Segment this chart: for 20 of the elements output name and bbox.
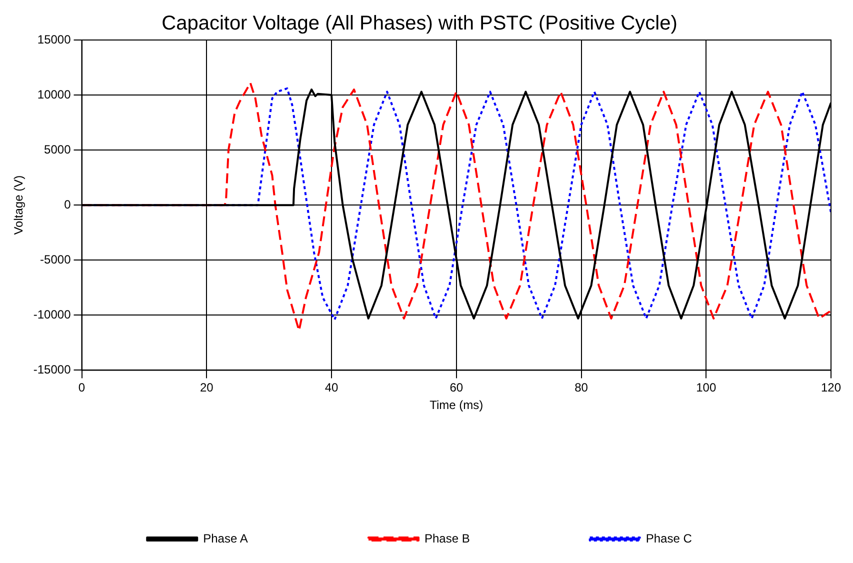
x-tick-label: 100 — [696, 380, 716, 395]
y-tick-label: -10000 — [33, 307, 72, 322]
x-tick-label: 60 — [450, 380, 464, 395]
x-tick-label: 20 — [200, 380, 214, 395]
x-tick-label: 80 — [574, 380, 588, 395]
y-tick-label: 10000 — [37, 87, 72, 102]
y-tick-label: -15000 — [33, 362, 72, 377]
y-tick-label: -5000 — [40, 252, 72, 266]
x-tick-label: 120 — [820, 380, 842, 395]
y-axis-title: Voltage (V) — [12, 175, 26, 235]
legend-label: Phase C — [646, 531, 692, 546]
y-tick-label: 5000 — [44, 142, 72, 156]
chart-title: Capacitor Voltage (All Phases) with PSTC (Positive Cycle) — [162, 12, 678, 35]
legend-label: Phase B — [424, 531, 470, 546]
y-tick-label: 15000 — [37, 32, 72, 46]
x-tick-label: 0 — [78, 380, 86, 395]
x-tick-label: 40 — [324, 380, 339, 395]
legend-label: Phase A — [203, 531, 248, 546]
y-tick-label: 0 — [64, 197, 72, 212]
x-axis-title: Time (ms) — [430, 398, 484, 412]
